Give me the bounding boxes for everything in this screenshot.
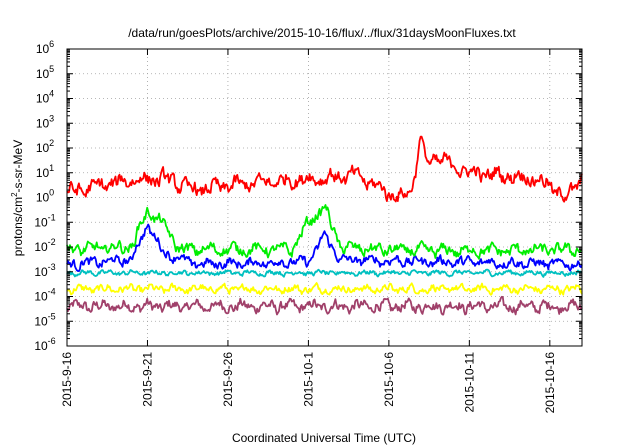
y-tick-label: 103 bbox=[36, 113, 54, 130]
x-tick-label: 2015-10-16 bbox=[543, 352, 557, 414]
x-ticks: 2015-9-16 2015-9-21 2015-9-26 2015-10-1 2015… bbox=[60, 49, 557, 413]
y-tick-label: 102 bbox=[36, 138, 54, 155]
series-line bbox=[66, 204, 583, 260]
y-tick-label: 101 bbox=[36, 163, 54, 180]
series-layer bbox=[66, 135, 583, 316]
y-tick-label: 10-4 bbox=[34, 287, 55, 304]
y-ticks: 10-6 10-5 10-4 10-3 10-2 10-1 100 101 102 103 104 1… bbox=[34, 39, 582, 353]
series-line bbox=[66, 282, 583, 296]
series-line bbox=[66, 135, 583, 203]
y-tick-label: 10-6 bbox=[34, 336, 55, 353]
x-tick-label: 2015-9-16 bbox=[60, 352, 74, 407]
y-tick-label: 105 bbox=[36, 64, 54, 81]
grid bbox=[66, 49, 582, 346]
y-tick-label: 104 bbox=[36, 89, 54, 106]
series-line bbox=[66, 295, 583, 316]
plot-frame bbox=[66, 48, 583, 347]
y-tick-label: 100 bbox=[36, 188, 54, 205]
x-tick-label: 2015-10-11 bbox=[462, 352, 476, 413]
y-tick-label: 10-2 bbox=[34, 237, 55, 254]
x-tick-label: 2015-10-6 bbox=[382, 352, 396, 407]
x-axis-label: Coordinated Universal Time (UTC) bbox=[232, 431, 416, 445]
y-tick-label: 10-1 bbox=[34, 212, 55, 229]
y-tick-label: 10-5 bbox=[34, 311, 55, 328]
series-line bbox=[66, 223, 583, 273]
chart-title: /data/run/goesPlots/archive/2015-10-16/f… bbox=[128, 26, 516, 40]
y-tick-label: 106 bbox=[36, 39, 54, 56]
series-line bbox=[66, 268, 583, 278]
x-tick-label: 2015-9-21 bbox=[140, 352, 154, 407]
x-tick-label: 2015-9-26 bbox=[221, 352, 235, 407]
y-axis-label: protons/cm2-s-sr-MeV bbox=[10, 140, 25, 256]
x-tick-label: 2015-10-1 bbox=[301, 352, 315, 407]
y-tick-label: 10-3 bbox=[34, 262, 55, 279]
